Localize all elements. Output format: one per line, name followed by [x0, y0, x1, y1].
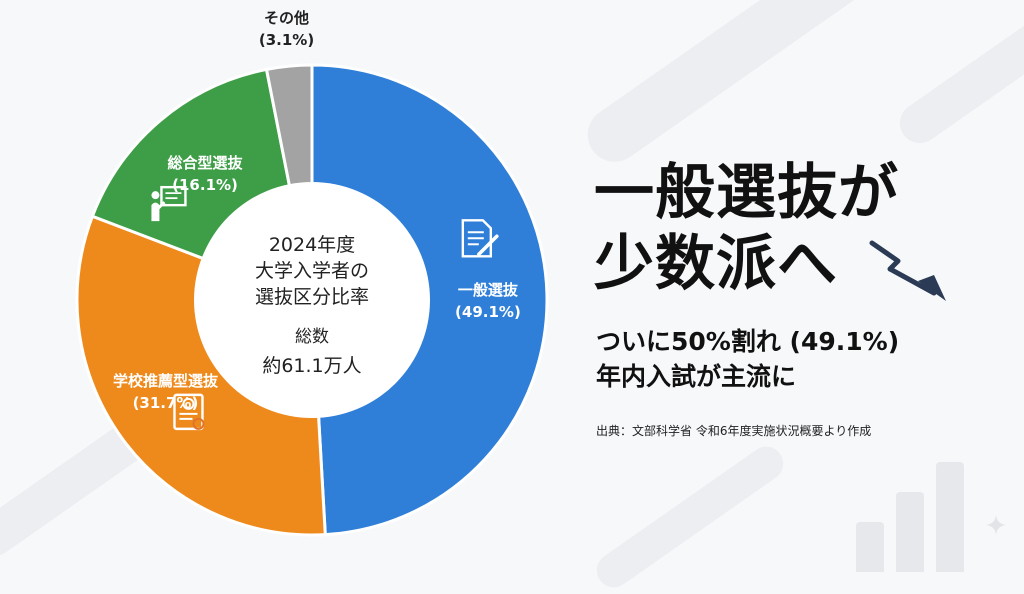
slice-icons	[151, 185, 499, 431]
subheadline-line-1: ついに50%割れ (49.1%)	[596, 327, 900, 356]
background-bar	[936, 462, 964, 572]
donut-hole	[194, 182, 430, 418]
background-bar	[856, 522, 884, 572]
headline: 一般選抜が 少数派へ	[594, 158, 1014, 300]
center-title-line-1: 2024年度	[269, 234, 355, 256]
background-bar	[896, 492, 924, 572]
slice-name-label: その他	[264, 9, 309, 27]
headline-line-2: 少数派へ	[594, 229, 838, 299]
headline-line-1: 一般選抜が	[594, 158, 899, 228]
center-total-label: 総数	[295, 327, 329, 347]
downward-trend-arrow-icon	[869, 240, 946, 301]
slice-name-label: 学校推薦型選抜	[113, 372, 219, 390]
source-note: 出典：文部科学省 令和6年度実施状況概要より作成	[596, 424, 872, 438]
presentation-icon	[151, 185, 187, 222]
document-pen-icon	[461, 219, 499, 258]
sparkle-icon	[986, 515, 1006, 535]
subheadline: ついに50%割れ (49.1%) 年内入試が主流に	[596, 324, 1016, 394]
certificate-icon	[173, 393, 205, 431]
donut-chart: 一般選抜 (49.1%) 学校推薦型選抜 (31.7%) 総合型選抜 (16.1%) その他…	[75, 9, 549, 537]
slice-value-label: (49.1%)	[455, 303, 521, 321]
chart-center-text: 2024年度 大学入学者の 選抜区分比率 総数 約61.1万人	[255, 234, 369, 377]
center-total-value: 約61.1万人	[262, 355, 361, 377]
slice-value-label: (16.1%)	[172, 176, 238, 194]
slice-value-label: (3.1%)	[259, 31, 314, 49]
slice-name-label: 一般選抜	[458, 281, 519, 299]
background-stripe	[892, 0, 1024, 151]
slice-value-label: (31.7%)	[133, 394, 199, 412]
slice-labels: 一般選抜 (49.1%) 学校推薦型選抜 (31.7%) 総合型選抜 (16.1%) その他…	[113, 9, 521, 412]
center-title-line-2: 大学入学者の	[255, 260, 369, 282]
slice-name-label: 総合型選抜	[168, 154, 244, 172]
subheadline-line-2: 年内入試が主流に	[596, 362, 797, 391]
center-title-line-3: 選抜区分比率	[255, 286, 369, 308]
